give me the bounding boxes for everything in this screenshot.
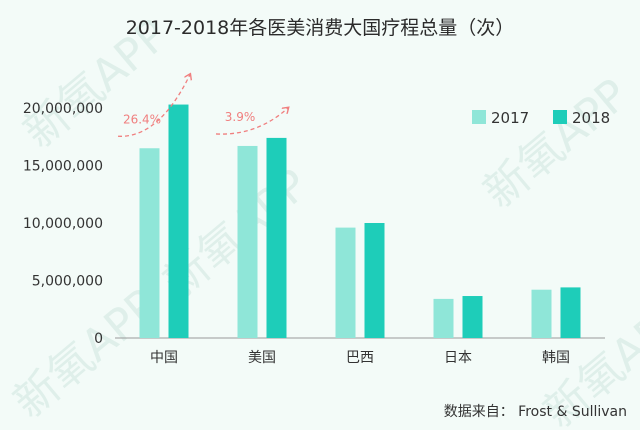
x-tick-label: 日本 bbox=[444, 350, 472, 366]
bar-2017-2 bbox=[335, 227, 356, 338]
bar-2018-4 bbox=[560, 287, 581, 338]
bar-2017-3 bbox=[433, 298, 454, 338]
bar-2017-4 bbox=[531, 289, 552, 338]
bar-2018-2 bbox=[364, 223, 385, 338]
growth-label: 26.4% bbox=[123, 112, 161, 126]
x-tick-label: 韩国 bbox=[542, 350, 570, 366]
bar-2017-0 bbox=[139, 148, 160, 338]
growth-label: 3.9% bbox=[225, 110, 256, 124]
legend: 2017 2018 bbox=[472, 109, 610, 127]
legend-swatch-2018 bbox=[553, 110, 567, 124]
bar-2018-3 bbox=[462, 296, 483, 338]
y-tick-label: 10,000,000 bbox=[23, 216, 103, 232]
y-tick-label: 20,000,000 bbox=[23, 101, 103, 117]
growth-arrow bbox=[117, 75, 190, 137]
annotations-group: 26.4% 3.9% bbox=[117, 75, 288, 137]
legend-label-2017: 2017 bbox=[491, 109, 529, 127]
y-tick-label: 15,000,000 bbox=[23, 159, 103, 175]
legend-label-2018: 2018 bbox=[572, 109, 610, 127]
y-tick-label: 0 bbox=[94, 331, 103, 347]
x-tick-label: 中国 bbox=[150, 350, 178, 366]
bar-2018-0 bbox=[168, 104, 189, 338]
bar-2017-1 bbox=[237, 145, 258, 338]
x-tick-label: 巴西 bbox=[346, 350, 374, 366]
watermark: 新氧APP bbox=[474, 69, 638, 218]
bars-group bbox=[139, 104, 581, 338]
axes: 0 5,000,000 10,000,000 15,000,000 20,000,000… bbox=[23, 101, 605, 366]
chart-title: 2017-2018年各医美消费大国疗程总量（次） bbox=[126, 17, 515, 39]
y-tick-label: 5,000,000 bbox=[32, 274, 103, 290]
source-note: 数据来自： Frost & Sullivan bbox=[444, 404, 627, 420]
legend-swatch-2017 bbox=[472, 110, 486, 124]
bar-2018-1 bbox=[266, 137, 287, 338]
x-tick-label: 美国 bbox=[248, 350, 276, 366]
growth-arrow bbox=[215, 108, 288, 135]
